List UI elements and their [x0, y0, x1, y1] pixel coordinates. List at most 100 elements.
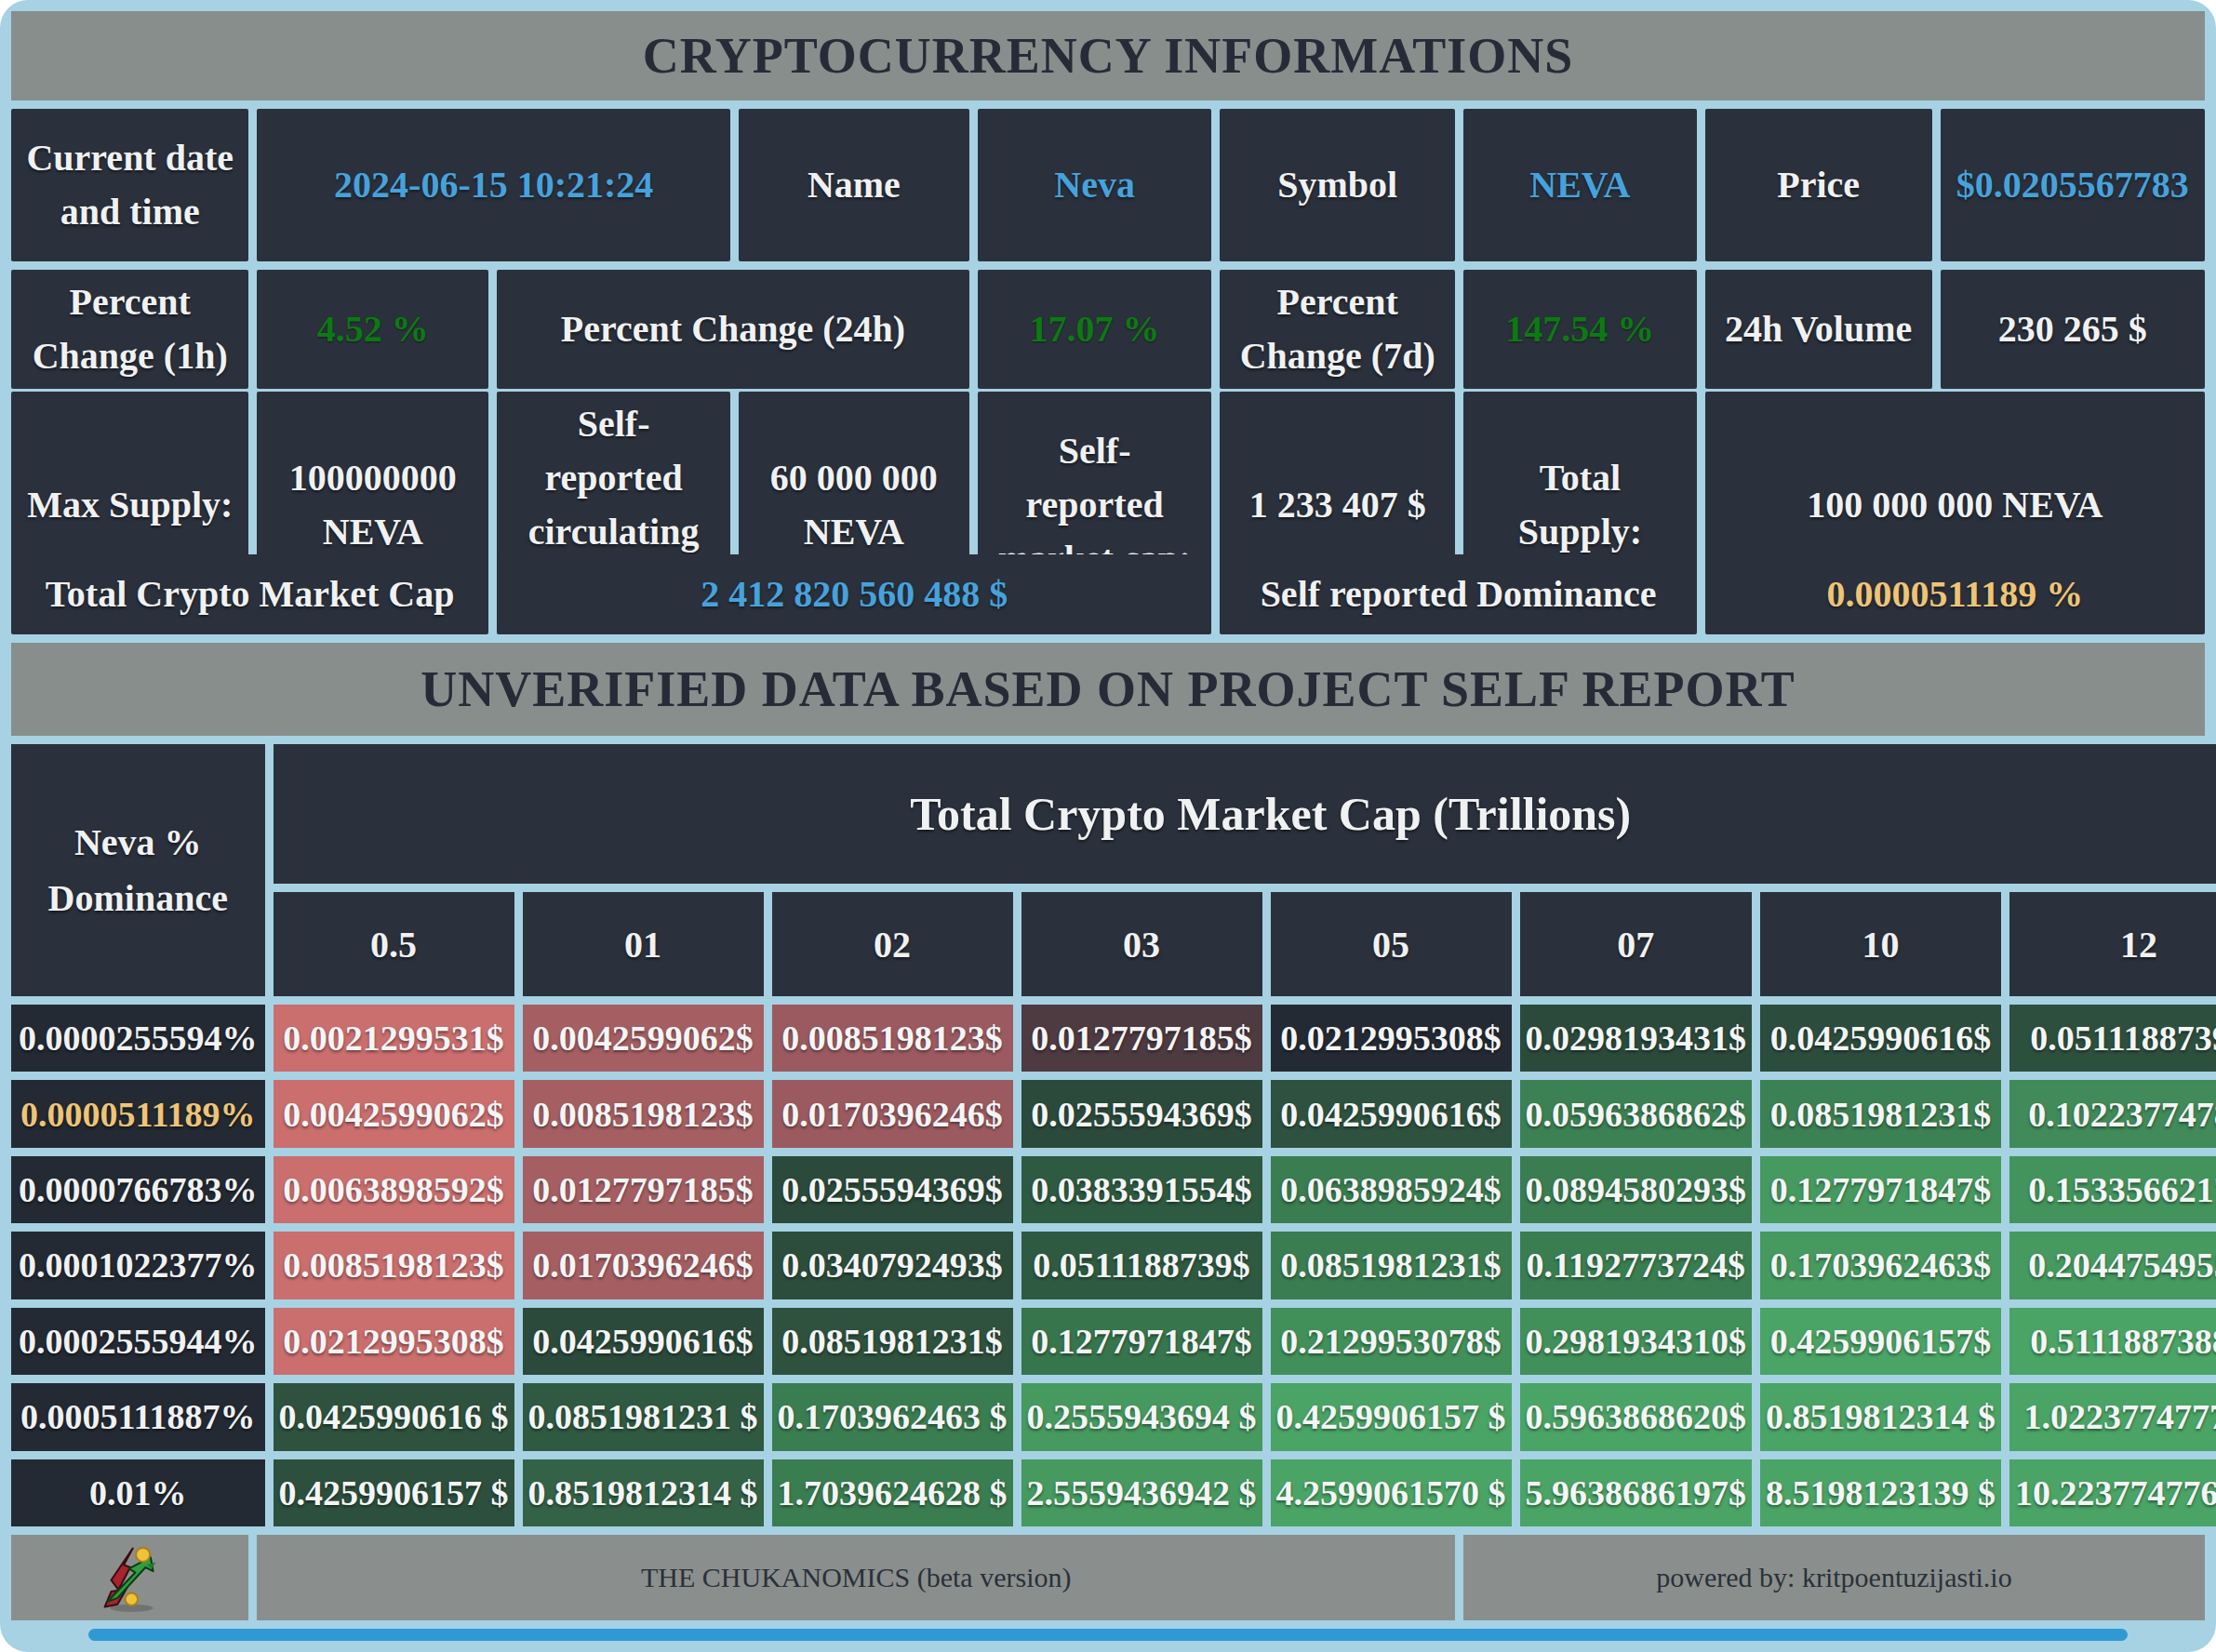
matrix-cell: 0.0085198123$ — [523, 1080, 764, 1147]
symbol-label: Symbol — [1220, 109, 1455, 261]
matrix-cell: 0.0511188739$ — [2009, 1005, 2216, 1072]
dominance-row-label-3: 0.0000766783% — [11, 1156, 265, 1223]
matrix-cell: 0.5963868620$ — [1520, 1383, 1753, 1450]
name-value: Neva — [978, 109, 1212, 261]
matrix-cell: 0.1277971847$ — [1760, 1156, 2001, 1223]
matrix-cell: 4.2599061570 $ — [1271, 1459, 1512, 1526]
matrix-cell: 0.0212995308$ — [1271, 1005, 1512, 1072]
logo-cell — [11, 1535, 248, 1620]
bull-bear-arrows-logo-icon — [92, 1539, 168, 1616]
matrix-cell: 8.5198123139 $ — [1760, 1459, 2001, 1526]
volume-24h-value: 230 265 $ — [1941, 270, 2205, 389]
total-crypto-market-cap-label: Total Crypto Market Cap — [11, 554, 488, 634]
self-reported-dominance-label: Self reported Dominance — [1220, 554, 1696, 634]
matrix-col-header-10: 10 — [1760, 892, 2001, 996]
matrix-cell: 0.8519812314 $ — [1760, 1383, 2001, 1450]
matrix-cell: 0.0425990616$ — [1760, 1005, 2001, 1072]
matrix-col-header-01: 01 — [523, 892, 764, 996]
matrix-cell: 5.9638686197$ — [1520, 1459, 1753, 1526]
percent-change-1h-label: Percent Change (1h) — [11, 270, 248, 389]
matrix-cell: 0.2129953078$ — [1271, 1308, 1512, 1375]
matrix-cell: 0.0255594369$ — [1021, 1080, 1262, 1147]
matrix-cell: 0.0511188739$ — [1021, 1232, 1262, 1299]
matrix-cell: 0.0298193431$ — [1520, 1005, 1753, 1072]
matrix-cell: 0.0063898592$ — [274, 1156, 514, 1223]
matrix-cell: 0.0042599062$ — [274, 1080, 514, 1147]
price-value: $0.0205567783 — [1941, 109, 2205, 261]
matrix-cell: 0.0170396246$ — [523, 1232, 764, 1299]
matrix-cell: 0.0425990616$ — [1271, 1080, 1512, 1147]
matrix-cell: 0.1703962463$ — [1760, 1232, 2001, 1299]
symbol-value: NEVA — [1463, 109, 1697, 261]
matrix-group-header: Total Crypto Market Cap (Trillions) — [274, 744, 2216, 884]
matrix-cell: 0.5111887388$ — [2009, 1308, 2216, 1375]
matrix-cell: 0.2044754955$ — [2009, 1232, 2216, 1299]
matrix-cell: 1.7039624628 $ — [772, 1459, 1013, 1526]
matrix-col-header-02: 02 — [772, 892, 1013, 996]
matrix-cell: 0.0340792493$ — [772, 1232, 1013, 1299]
dominance-row-label-4: 0.0001022377% — [11, 1232, 265, 1299]
matrix-cell: 0.2981934310$ — [1520, 1308, 1753, 1375]
matrix-cell: 2.5559436942 $ — [1021, 1459, 1262, 1526]
name-label: Name — [739, 109, 969, 261]
info-row-2: Percent Change (1h)4.52 %Percent Change … — [11, 270, 2205, 383]
matrix-cell: 0.0085198123$ — [274, 1232, 514, 1299]
matrix-cell: 0.0638985924$ — [1271, 1156, 1512, 1223]
bottom-scroll-strip — [88, 1629, 2129, 1641]
matrix-cell: 0.1533566217$ — [2009, 1156, 2216, 1223]
info-row-4: Total Crypto Market Cap2 412 820 560 488… — [11, 554, 2205, 634]
dominance-marketcap-matrix: Neva % Dominance Total Crypto Market Cap… — [11, 744, 2205, 1526]
dominance-row-label-5: 0.0002555944% — [11, 1308, 265, 1375]
matrix-col-header-07: 07 — [1520, 892, 1753, 996]
matrix-cell: 0.2555943694 $ — [1021, 1383, 1262, 1450]
current-datetime-value: 2024-06-15 10:21:24 — [257, 109, 729, 261]
info-row-1: Current date and time2024-06-15 10:21:24… — [11, 109, 2205, 261]
matrix-cell: 0.0425990616$ — [523, 1308, 764, 1375]
percent-change-24h-value: 17.07 % — [978, 270, 1212, 389]
crypto-info-grid: Current date and time2024-06-15 10:21:24… — [11, 109, 2205, 634]
matrix-cell: 0.1277971847$ — [1021, 1308, 1262, 1375]
brand-text: THE CHUKANOMICS (beta version) — [257, 1535, 1455, 1620]
dominance-row-label-1: 0.0000255594% — [11, 1005, 265, 1072]
matrix-cell: 0.8519812314 $ — [523, 1459, 764, 1526]
price-label: Price — [1705, 109, 1932, 261]
matrix-cell: 0.0596386862$ — [1520, 1080, 1753, 1147]
matrix-cell: 0.4259906157 $ — [1271, 1383, 1512, 1450]
percent-change-7d-label: Percent Change (7d) — [1220, 270, 1455, 389]
page-title: CRYPTOCURRENCY INFORMATIONS — [11, 11, 2205, 100]
unverified-data-banner: UNVERIFIED DATA BASED ON PROJECT SELF RE… — [11, 643, 2205, 736]
matrix-cell: 0.0894580293$ — [1520, 1156, 1753, 1223]
current-datetime-label: Current date and time — [11, 109, 248, 261]
matrix-cell: 0.0042599062$ — [523, 1005, 764, 1072]
matrix-cell: 0.1703962463 $ — [772, 1383, 1013, 1450]
matrix-col-header-12: 12 — [2009, 892, 2216, 996]
percent-change-7d-value: 147.54 % — [1463, 270, 1697, 389]
matrix-cell: 0.0255594369$ — [772, 1156, 1013, 1223]
matrix-cell: 0.0425990616 $ — [274, 1383, 514, 1450]
matrix-col-header-0.5: 0.5 — [274, 892, 514, 996]
matrix-cell: 0.0851981231 $ — [523, 1383, 764, 1450]
matrix-cell: 0.0851981231$ — [1271, 1232, 1512, 1299]
info-row-3: Max Supply:100000000 NEVASelf-reported c… — [11, 392, 2205, 546]
matrix-corner-label: Neva % Dominance — [11, 744, 265, 996]
matrix-cell: 0.0021299531$ — [274, 1005, 514, 1072]
total-crypto-market-cap-value: 2 412 820 560 488 $ — [497, 554, 1211, 634]
matrix-col-header-03: 03 — [1021, 892, 1262, 996]
matrix-cell: 0.0127797185$ — [523, 1156, 764, 1223]
matrix-cell: 0.0851981231$ — [772, 1308, 1013, 1375]
dominance-row-label-2: 0.0000511189% — [11, 1080, 265, 1147]
matrix-cell: 1.0223774777 $ — [2009, 1383, 2216, 1450]
matrix-cell: 0.0383391554$ — [1021, 1156, 1262, 1223]
footer: THE CHUKANOMICS (beta version) powered b… — [11, 1535, 2205, 1620]
matrix-cell: 0.0170396246$ — [772, 1080, 1013, 1147]
matrix-cell: 0.0127797185$ — [1021, 1005, 1262, 1072]
volume-24h-label: 24h Volume — [1705, 270, 1932, 389]
self-reported-dominance-value: 0.0000511189 % — [1705, 554, 2205, 634]
percent-change-1h-value: 4.52 % — [257, 270, 488, 389]
matrix-cell: 0.4259906157$ — [1760, 1308, 2001, 1375]
matrix-cell: 0.0212995308$ — [274, 1308, 514, 1375]
matrix-cell: 0.1192773724$ — [1520, 1232, 1753, 1299]
matrix-cell: 10.2237747767 $ — [2009, 1459, 2216, 1526]
matrix-cell: 0.0085198123$ — [772, 1005, 1013, 1072]
app-frame: CRYPTOCURRENCY INFORMATIONS Current date… — [0, 0, 2216, 1652]
